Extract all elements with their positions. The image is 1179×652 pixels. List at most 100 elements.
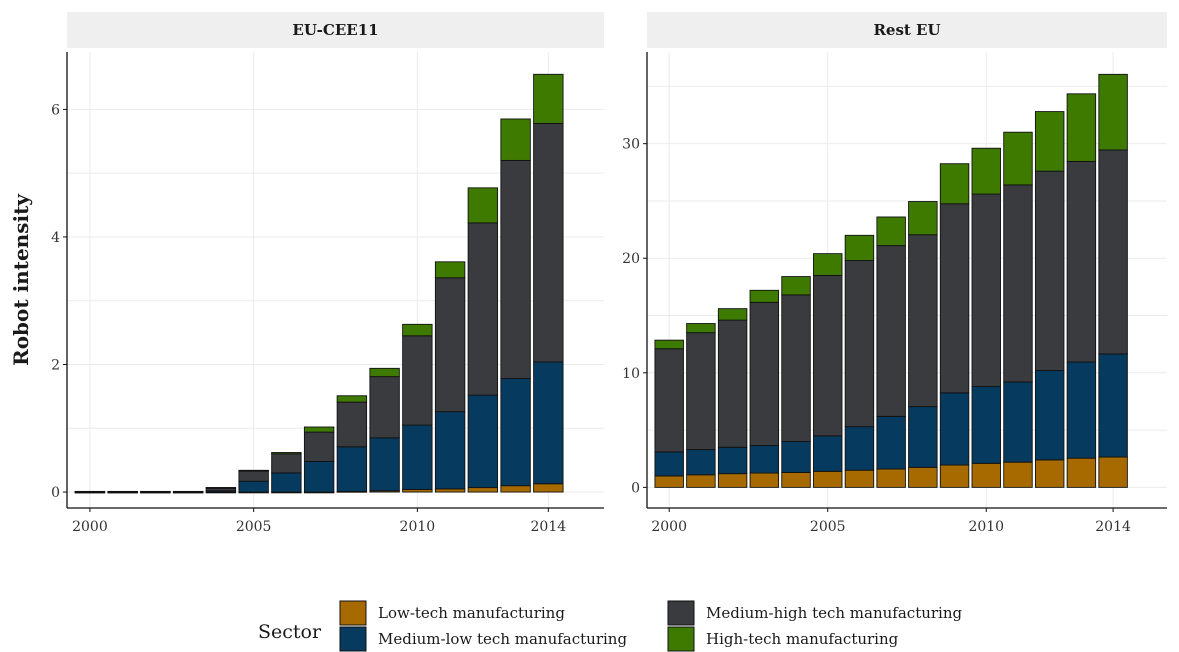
y-tick-label: 4 <box>51 230 60 246</box>
bar-segment <box>534 362 563 484</box>
legend-swatch <box>668 601 694 625</box>
bar-segment <box>718 447 747 473</box>
x-tick-label: 2010 <box>400 519 436 535</box>
bar-segment <box>1035 460 1064 487</box>
bar-segment <box>972 194 1001 386</box>
bar-segment <box>1099 354 1128 457</box>
x-tick-label: 2000 <box>72 519 108 535</box>
bar-segment <box>877 246 906 417</box>
bar-segment <box>655 349 684 452</box>
bar-segment <box>370 368 399 376</box>
bar-segment <box>655 452 684 476</box>
bar-segment <box>1067 161 1096 362</box>
bar-segment <box>1099 74 1128 150</box>
bar-segment <box>909 407 938 468</box>
bar-segment <box>534 123 563 362</box>
bar-segment <box>370 377 399 438</box>
bar-segment <box>909 235 938 407</box>
bar-segment <box>972 463 1001 487</box>
bar-segment <box>1099 457 1128 487</box>
bar-segment <box>1067 458 1096 487</box>
y-tick-label: 0 <box>631 480 640 496</box>
facet-strip-label: Rest EU <box>873 21 940 39</box>
legend-title: Sector <box>258 621 322 643</box>
bar-segment <box>1067 362 1096 458</box>
bar-segment <box>687 333 716 450</box>
y-axis-title: Robot intensity <box>9 193 33 366</box>
bar-segment <box>909 467 938 487</box>
bar-segment <box>940 393 969 465</box>
bar-segment <box>141 491 170 492</box>
bar-segment <box>782 472 811 487</box>
bar-segment <box>304 461 333 492</box>
bar-segment <box>782 295 811 442</box>
bar-segment <box>337 447 366 492</box>
x-tick-label: 2005 <box>810 519 846 535</box>
y-tick-label: 30 <box>622 137 640 153</box>
y-tick-label: 6 <box>51 102 60 118</box>
bar-segment <box>468 488 497 492</box>
panels: EU-CEE11 0 2 4 6 2000 2005 2010 2014 Rest EU 0 10 20… <box>51 12 1167 535</box>
bar-segment <box>337 402 366 447</box>
legend-label: Low-tech manufacturing <box>378 604 565 622</box>
bar-segment <box>108 491 137 492</box>
bar-segment <box>909 202 938 235</box>
bar-segment <box>468 188 497 223</box>
bar-segment <box>718 474 747 488</box>
bar-segment <box>877 416 906 469</box>
bar-segment <box>940 164 969 204</box>
bar-segment <box>1035 112 1064 172</box>
legend-swatch <box>340 601 366 625</box>
bar-segment <box>813 254 842 276</box>
bar-segment <box>655 476 684 487</box>
bar-segment <box>813 436 842 472</box>
y-tick-label: 10 <box>622 366 640 382</box>
bar-segment <box>1099 150 1128 354</box>
bar-segment <box>750 446 779 473</box>
bar-segment <box>813 471 842 487</box>
bar-segment <box>370 438 399 491</box>
bar-segment <box>687 324 716 333</box>
x-tick-label: 2000 <box>651 519 687 535</box>
bar-segment <box>75 491 104 492</box>
legend-label: High-tech manufacturing <box>706 630 899 648</box>
x-tick-label: 2014 <box>531 519 567 535</box>
bar-segment <box>877 217 906 246</box>
bar-segment <box>1004 382 1033 462</box>
legend-label: Medium-low tech manufacturing <box>378 630 627 648</box>
bar-segment <box>435 278 464 412</box>
bar-segment <box>845 427 874 471</box>
bar-segment <box>972 148 1001 194</box>
bar-segment <box>687 450 716 475</box>
facet-strip-label: EU-CEE11 <box>292 21 378 39</box>
bar-segment <box>1004 462 1033 487</box>
bar-segment <box>435 489 464 492</box>
bar-segment <box>782 277 811 295</box>
bar-segment <box>435 412 464 489</box>
legend-label: Medium-high tech manufacturing <box>706 604 963 622</box>
bar-segment <box>501 379 530 486</box>
bar-segment <box>501 486 530 492</box>
bar-segment <box>687 475 716 488</box>
x-tick-label: 2014 <box>1095 519 1131 535</box>
bar-segment <box>337 396 366 402</box>
bar-segment <box>1004 185 1033 382</box>
bar-segment <box>403 336 432 425</box>
bar-segment <box>239 470 268 481</box>
bar-segment <box>845 470 874 487</box>
legend-swatch <box>668 627 694 651</box>
x-tick-label: 2005 <box>236 519 272 535</box>
panel-1: EU-CEE11 0 2 4 6 2000 2005 2010 2014 <box>51 12 604 535</box>
bar-segment <box>750 473 779 487</box>
bar-segment <box>206 488 235 489</box>
y-tick-label: 0 <box>51 485 60 501</box>
bar-segment <box>534 484 563 492</box>
bar-segment <box>272 453 301 454</box>
bar-segment <box>435 262 464 278</box>
bar-segment <box>1035 371 1064 460</box>
bar-segment <box>782 442 811 473</box>
bar-segment <box>750 290 779 302</box>
bar-segment <box>813 275 842 435</box>
bar-segment <box>1035 171 1064 370</box>
bar-segment <box>845 261 874 427</box>
